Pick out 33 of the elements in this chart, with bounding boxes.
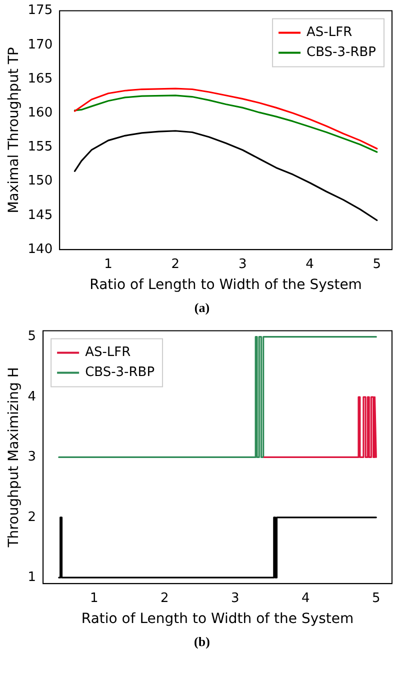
y-tick-label: 4 xyxy=(28,389,36,404)
y-tick-label: 175 xyxy=(28,3,53,18)
y-tick-label: 165 xyxy=(28,71,53,86)
y-tick-label: 2 xyxy=(28,510,36,525)
legend-label: CBS-3-RBP xyxy=(306,45,376,60)
y-tick-label: 5 xyxy=(28,329,36,344)
x-tick-label: 2 xyxy=(160,590,169,606)
y-tick-label: 170 xyxy=(28,37,53,52)
y-tick-label: 1 xyxy=(28,570,36,585)
y-tick-label: 145 xyxy=(28,208,53,223)
x-tick-label: 5 xyxy=(372,590,380,606)
x-tick-label: 4 xyxy=(306,256,314,272)
x-tick-label: 2 xyxy=(171,256,180,272)
text: (b) xyxy=(193,633,211,651)
y-tick-label: 155 xyxy=(28,140,53,155)
x-tick-label: 1 xyxy=(104,256,112,272)
x-tick-label: 5 xyxy=(372,256,382,272)
legend-label: CBS-3-RBP xyxy=(85,365,155,380)
x-tick-label: 1 xyxy=(90,590,98,606)
y-axis-title: Throughput Maximizing H xyxy=(6,367,22,548)
y-axis-title: Maximal Throughput TP xyxy=(6,47,22,214)
text: (a) xyxy=(193,299,211,317)
y-tick-label: 160 xyxy=(28,106,53,121)
y-tick-label: 150 xyxy=(28,174,53,189)
legend-label: AS-LFR xyxy=(306,25,352,40)
y-tick-label: 140 xyxy=(28,242,53,257)
x-tick-label: 4 xyxy=(302,590,310,606)
x-tick-label: 3 xyxy=(238,256,247,272)
x-axis-title: Ratio of Length to Width of the System xyxy=(81,611,354,628)
y-tick-label: 3 xyxy=(28,450,36,465)
legend-label: AS-LFR xyxy=(85,345,131,360)
x-axis-title: Ratio of Length to Width of the System xyxy=(90,277,362,294)
x-tick-label: 3 xyxy=(231,590,240,606)
